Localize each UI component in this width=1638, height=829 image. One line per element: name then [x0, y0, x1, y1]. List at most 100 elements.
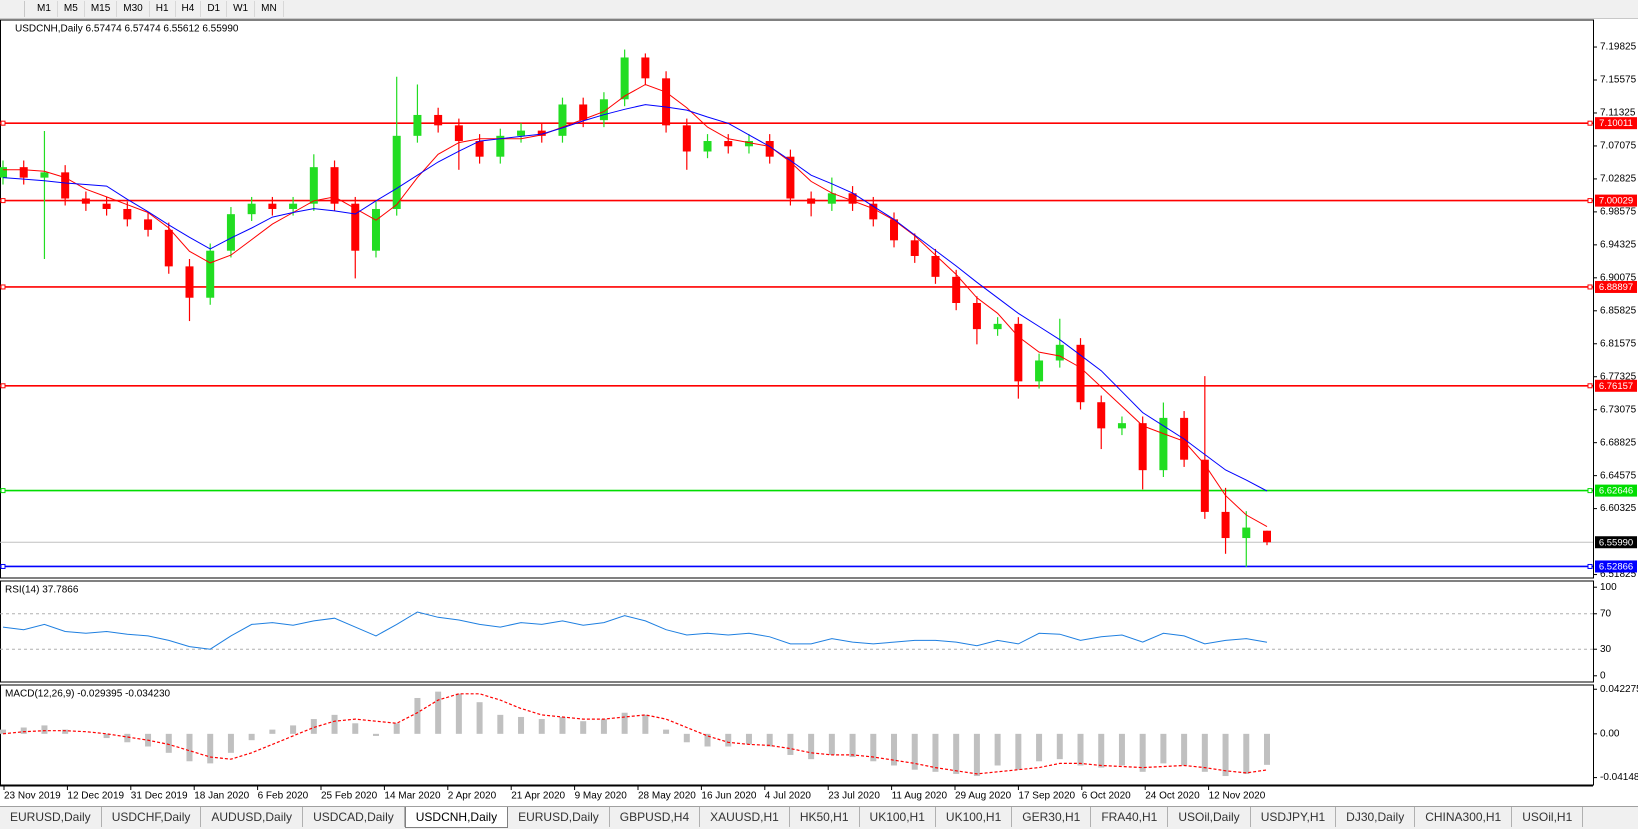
level-handle — [1587, 383, 1593, 389]
candle-body — [931, 255, 940, 277]
y-tick-label: 6.90075 — [1600, 272, 1637, 283]
timeframe-button[interactable]: M15 — [85, 1, 118, 17]
candle-body — [371, 208, 380, 251]
candle-body — [848, 193, 857, 204]
chart-tab[interactable]: USOil,Daily — [1168, 807, 1251, 827]
chart-tab[interactable]: UK100,H1 — [860, 807, 936, 827]
macd-bar — [1201, 733, 1208, 772]
level-handle — [0, 120, 6, 126]
time-label: 14 Mar 2020 — [384, 791, 441, 802]
candle-body — [40, 172, 49, 178]
macd-bar — [849, 733, 856, 758]
toolbar-icon[interactable] — [2, 1, 25, 17]
macd-bar — [600, 719, 607, 734]
timeframe-button[interactable]: H1 — [150, 1, 176, 17]
chart-tab[interactable]: DJ30,Daily — [1336, 807, 1416, 827]
timeframe-button[interactable]: M30 — [117, 1, 150, 17]
time-label: 18 Jan 2020 — [194, 791, 249, 802]
timeframe-toolbar: M1 M5 M15 M30 H1 H4 D1 W1 MN — [0, 0, 1638, 19]
y-tick-label: 7.11325 — [1600, 108, 1636, 119]
timeframe-button[interactable]: H4 — [176, 1, 202, 17]
candle-body — [434, 114, 443, 126]
candle-body — [226, 214, 235, 251]
chart-tab[interactable]: EURUSD,Daily — [0, 807, 102, 827]
candle-body — [1138, 423, 1147, 471]
y-tick-label: 0.042275 — [1600, 684, 1638, 695]
chart-tab[interactable]: CHINA300,H1 — [1415, 807, 1513, 827]
macd-bar — [248, 733, 255, 741]
chart-tab[interactable]: HK50,H1 — [790, 807, 860, 827]
y-tick-label: 6.81575 — [1600, 338, 1637, 349]
chart-tab[interactable]: USDCHF,Daily — [102, 807, 202, 827]
y-tick-label: 6.94325 — [1600, 239, 1637, 250]
panel-title: USDCNH,Daily 6.57474 6.57474 6.55612 6.5… — [15, 24, 239, 35]
y-tick-label: 7.15575 — [1600, 75, 1637, 86]
candle-body — [537, 130, 546, 136]
macd-bar — [745, 733, 752, 745]
macd-bar — [497, 714, 504, 734]
macd-bar — [476, 702, 483, 734]
time-label: 11 Aug 2020 — [892, 791, 948, 802]
chart-tab[interactable]: USDJPY,H1 — [1251, 807, 1337, 827]
y-tick-label: 7.19825 — [1600, 42, 1637, 53]
timeframe-button[interactable]: M1 — [31, 1, 58, 17]
timeframe-button[interactable]: D1 — [201, 1, 228, 17]
indicator-line — [2, 611, 1268, 650]
macd-bar — [290, 725, 297, 734]
macd-bar — [455, 693, 462, 734]
current-price-box — [1595, 536, 1637, 549]
candle-body — [744, 141, 753, 147]
candle-body — [682, 125, 691, 152]
macd-bar — [580, 721, 587, 734]
macd-bar — [766, 733, 773, 747]
candle-body — [1200, 459, 1209, 512]
macd-bar — [20, 727, 27, 734]
level-label-box — [1595, 484, 1637, 497]
timeframe-button[interactable]: M5 — [58, 1, 85, 17]
y-tick-label: -0.04148 — [1600, 772, 1638, 783]
macd-bar — [352, 723, 359, 734]
y-tick-label: 6.85825 — [1600, 305, 1637, 316]
macd-bar — [1098, 733, 1105, 768]
timeframe-button[interactable]: MN — [255, 1, 284, 17]
candle-body — [620, 57, 629, 100]
chart-tab[interactable]: USDCNH,Daily — [404, 807, 509, 828]
macd-bar — [62, 729, 69, 734]
level-label-box — [1595, 117, 1637, 130]
candle-body — [247, 203, 256, 215]
macd-bar — [1036, 733, 1043, 762]
chart-tab[interactable]: GER30,H1 — [1012, 807, 1092, 827]
candle-body — [972, 302, 981, 330]
chart-tab[interactable]: USOil,H1 — [1512, 807, 1584, 827]
macd-bar — [393, 723, 400, 734]
candle-body — [1055, 344, 1064, 361]
macd-bar — [0, 729, 6, 734]
chart-tab[interactable]: UK100,H1 — [936, 807, 1013, 827]
macd-bar — [1181, 733, 1188, 766]
macd-bar — [186, 733, 193, 762]
time-label: 21 Apr 2020 — [511, 791, 565, 802]
macd-bar — [953, 733, 960, 774]
time-label: 9 May 2020 — [575, 791, 628, 802]
candle-body — [0, 167, 7, 178]
panel-title: RSI(14) 37.7866 — [5, 585, 79, 596]
macd-bar — [227, 733, 234, 753]
candle-body — [61, 172, 70, 199]
y-tick-label: 0.00 — [1600, 728, 1620, 739]
panel-frame — [0, 19, 1594, 579]
chart-tab[interactable]: EURUSD,Daily — [508, 807, 610, 827]
candle-body — [185, 266, 194, 298]
y-tick-label: 6.51825 — [1600, 569, 1637, 580]
chart-tab[interactable]: AUDUSD,Daily — [201, 807, 304, 827]
chart-tab[interactable]: GBPUSD,H4 — [610, 807, 701, 827]
level-label-box — [1595, 280, 1637, 293]
macd-bar — [124, 733, 131, 743]
timeframe-button[interactable]: W1 — [227, 1, 256, 17]
chart-tab[interactable]: XAUUSD,H1 — [700, 807, 790, 827]
chart-tabs: EURUSD,Daily USDCHF,Daily AUDUSD,Daily USDC… — [0, 806, 1638, 829]
candle-body — [454, 125, 463, 142]
macd-bar — [269, 729, 276, 734]
chart-tab[interactable]: FRA40,H1 — [1091, 807, 1169, 827]
chart-tab[interactable]: USDCAD,Daily — [303, 807, 405, 827]
